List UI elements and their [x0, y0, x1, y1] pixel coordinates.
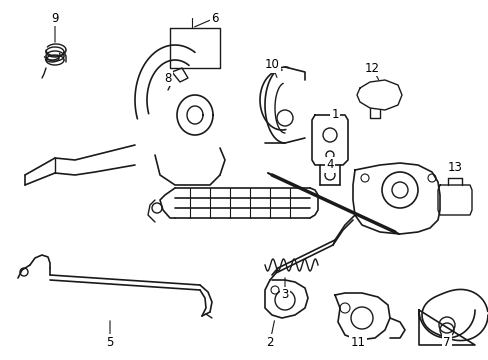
- Text: 8: 8: [164, 72, 171, 85]
- Text: 1: 1: [330, 108, 338, 121]
- Text: 7: 7: [442, 336, 450, 348]
- Text: 6: 6: [211, 12, 218, 24]
- Text: 9: 9: [51, 12, 59, 24]
- Text: 3: 3: [281, 288, 288, 301]
- Text: 4: 4: [325, 158, 333, 171]
- Text: 12: 12: [364, 62, 379, 75]
- Text: 13: 13: [447, 162, 462, 175]
- Text: 2: 2: [265, 336, 273, 348]
- Text: 11: 11: [350, 336, 365, 348]
- Text: 10: 10: [264, 58, 279, 72]
- Text: 5: 5: [106, 336, 113, 348]
